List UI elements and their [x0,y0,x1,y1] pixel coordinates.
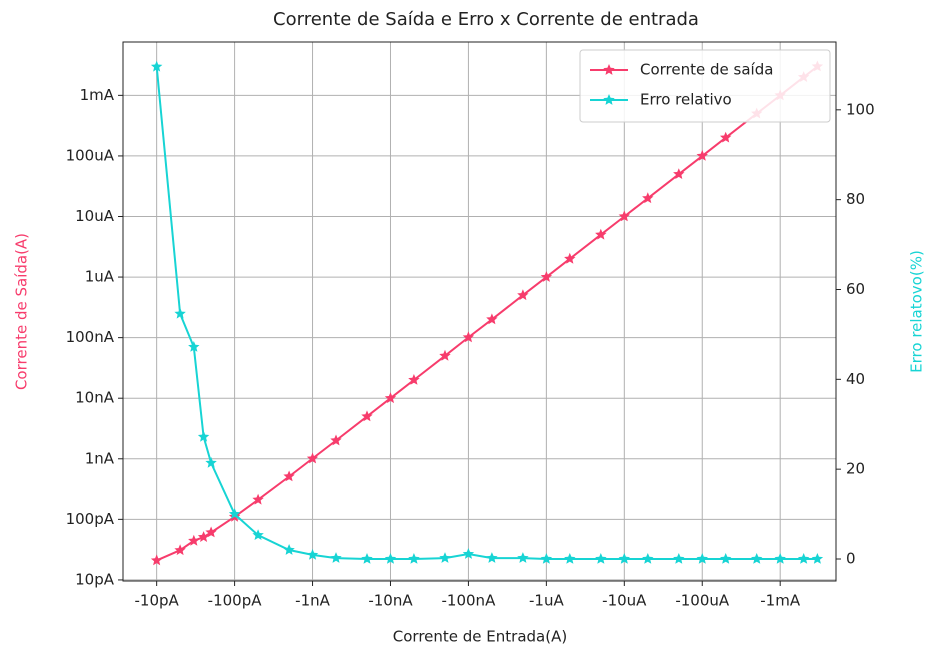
series-marker [751,553,763,564]
series-marker [540,553,553,564]
x-axis-label: Corrente de Entrada(A) [393,628,567,646]
series-marker [205,526,217,538]
series-marker [797,553,810,564]
series-marker [174,544,186,556]
series-marker [384,553,397,564]
y2-tick-label: 40 [846,370,865,388]
x-tick-label: -1nA [295,592,330,610]
series-marker [408,553,420,564]
legend-box [579,49,831,123]
series-marker [252,529,264,540]
series-marker [283,544,295,555]
series-marker [486,552,498,563]
series-marker [462,331,475,343]
series-marker [361,410,373,422]
series-marker [486,313,498,325]
legend-marker [603,64,615,75]
series-marker [720,553,732,564]
series-marker [306,548,319,560]
series-marker [384,392,397,404]
x-tick-label: -100uA [675,592,730,610]
y-tick-label: 1nA [85,449,115,467]
series-marker [540,271,553,282]
series-marker [228,508,241,519]
series-marker [696,149,708,161]
series-marker [205,456,217,468]
series-marker [618,553,630,564]
plot-frame [122,41,837,582]
series-marker [188,534,200,546]
y-tick-label: 1mA [80,86,115,104]
series-marker [252,493,264,505]
y-tick-label: 10nA [75,389,115,407]
y2-tick-label: 100 [846,100,875,118]
x-tick-label: -10uA [602,592,647,610]
series-marker [642,192,654,204]
series-marker [517,289,529,301]
series-marker [439,552,451,563]
x-tick-label: -1mA [760,592,801,610]
series-marker [564,252,576,264]
series-marker [673,553,685,564]
y2-tick-label: 60 [846,280,865,298]
series-marker [197,531,210,542]
y2-tick-label: 20 [846,460,865,478]
x-tick-label: -100nA [442,592,497,610]
series-line [155,66,818,560]
series-marker [439,349,451,361]
series-marker [774,553,786,564]
series-marker [595,553,607,564]
y2-axis-label: Erro relatovo(%) [908,250,926,373]
series-line [156,65,819,562]
x-tick-label: -1uA [529,592,564,610]
series-marker [283,470,295,482]
y-tick-label: 100nA [66,328,115,346]
series-marker [150,60,163,72]
series-marker [330,434,342,446]
legend-label: Erro relativo [640,91,732,109]
series-marker [197,430,210,442]
series-marker [673,168,685,179]
series-marker [150,554,163,566]
y2-tick-label: 80 [846,190,865,208]
series-marker [517,552,529,563]
series-marker [811,553,824,564]
series-marker [618,210,630,222]
series-marker [720,131,732,143]
y-tick-label: 1uA [85,268,115,286]
x-tick-label: -10nA [368,592,413,610]
series-marker [564,553,576,564]
y-tick-label: 10uA [75,207,115,225]
series-marker [595,228,607,240]
x-tick-label: -100pA [208,592,263,610]
series-marker [174,307,186,319]
y-tick-label: 10pA [75,570,115,588]
series-marker [330,552,342,563]
series-marker [642,553,654,564]
series-marker [361,553,373,564]
y-tick-label: 100uA [66,146,115,164]
y-axis-label: Corrente de Saída(A) [13,233,31,390]
legend-marker [603,94,615,105]
series-marker [462,548,475,559]
legend: Corrente de saída Erro relativo [579,49,831,123]
series-marker [408,374,420,385]
series-marker [696,553,708,564]
series-marker [306,452,319,464]
series-marker [188,341,200,352]
legend-label: Corrente de saída [640,61,773,79]
x-tick-label: -10pA [135,592,180,610]
y-tick-label: 100pA [66,510,115,528]
chart-title: Corrente de Saída e Erro x Corrente de e… [273,9,699,30]
y2-tick-label: 0 [846,549,856,567]
